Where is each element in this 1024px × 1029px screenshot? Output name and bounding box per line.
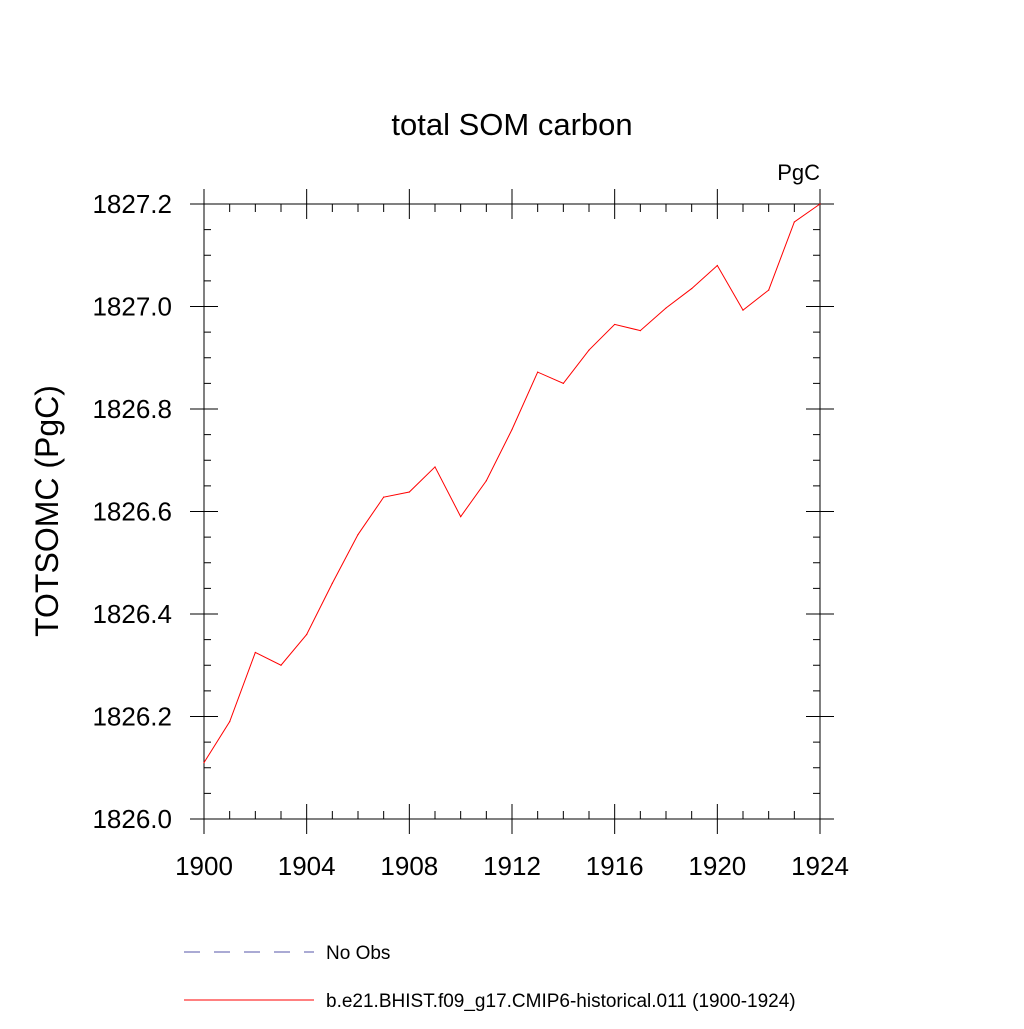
data-point bbox=[665, 307, 667, 309]
data-point bbox=[254, 651, 256, 654]
y-tick-label: 1826.6 bbox=[92, 497, 172, 527]
x-tick-label: 1916 bbox=[586, 851, 644, 881]
x-tick-label: 1900 bbox=[175, 851, 233, 881]
data-point bbox=[460, 516, 462, 518]
y-axis-label: TOTSOMC (PgC) bbox=[29, 385, 65, 637]
data-point bbox=[691, 287, 693, 290]
units-label: PgC bbox=[777, 160, 820, 185]
data-point bbox=[614, 323, 616, 326]
data-point bbox=[485, 480, 487, 482]
data-point bbox=[383, 496, 385, 498]
plot-frame bbox=[203, 203, 821, 820]
x-tick-label: 1908 bbox=[380, 851, 438, 881]
data-point bbox=[639, 329, 641, 332]
x-tick-label: 1912 bbox=[483, 851, 541, 881]
y-tick-label: 1827.2 bbox=[92, 189, 172, 219]
data-point bbox=[280, 664, 282, 666]
legend: No Obs b.e21.BHIST.f09_g17.CMIP6-historic… bbox=[184, 943, 796, 1012]
data-point bbox=[819, 203, 821, 205]
y-tick-label: 1826.8 bbox=[92, 394, 172, 424]
data-point bbox=[511, 428, 513, 431]
data-point bbox=[562, 382, 564, 384]
chart-title: total SOM carbon bbox=[391, 107, 632, 142]
y-tick-label: 1827.0 bbox=[92, 292, 172, 322]
data-point bbox=[742, 309, 744, 311]
data-point bbox=[768, 289, 770, 291]
data-point bbox=[229, 721, 231, 723]
data-point bbox=[716, 264, 718, 267]
data-point bbox=[537, 371, 539, 373]
y-tick-label: 1826.2 bbox=[92, 702, 172, 732]
plot-area: 1900 1904 1908 1912 1916 1920 1924 1826.0 1826.2… bbox=[92, 189, 849, 881]
data-point bbox=[434, 466, 436, 468]
data-point bbox=[357, 533, 359, 536]
legend-label: b.e21.BHIST.f09_g17.CMIP6-historical.011… bbox=[326, 991, 796, 1012]
data-point bbox=[306, 633, 308, 636]
data-point bbox=[331, 582, 333, 584]
legend-label: No Obs bbox=[326, 943, 390, 964]
data-point bbox=[203, 762, 205, 764]
y-tick-label: 1826.4 bbox=[92, 599, 172, 629]
x-tick-label: 1920 bbox=[688, 851, 746, 881]
x-tick-label: 1924 bbox=[791, 851, 849, 881]
y-tick-label: 1826.0 bbox=[92, 804, 172, 834]
series-line bbox=[203, 203, 821, 763]
data-point bbox=[793, 221, 795, 223]
data-point bbox=[408, 491, 410, 493]
data-point bbox=[588, 349, 590, 351]
x-tick-label: 1904 bbox=[278, 851, 336, 881]
